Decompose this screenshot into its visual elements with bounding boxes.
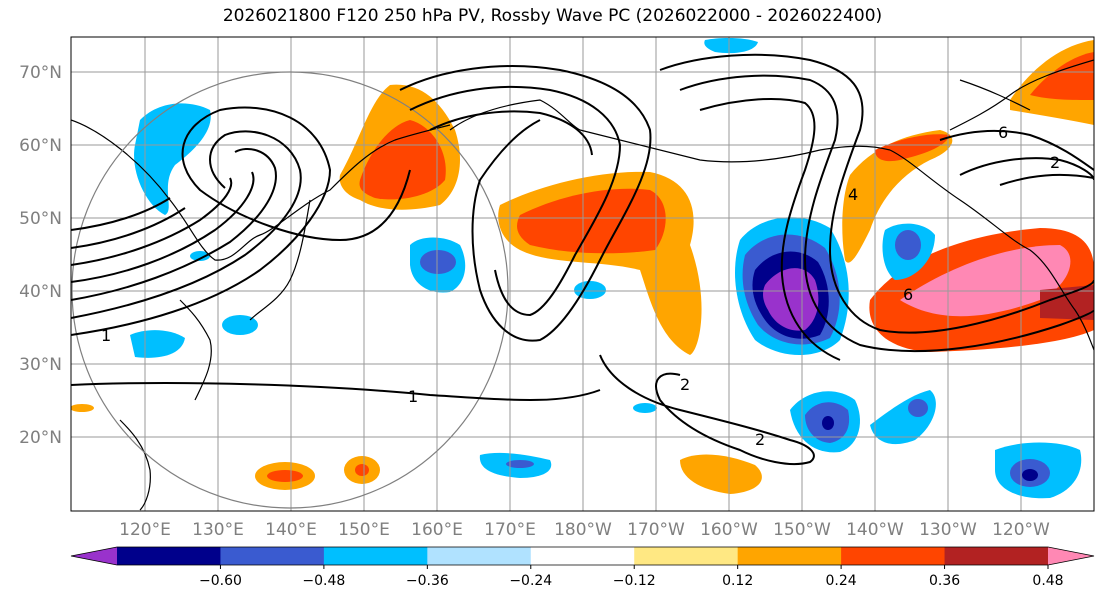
colorbar-segment <box>323 547 428 565</box>
colorbar-tick-label: −0.12 <box>613 573 656 589</box>
colorbar-segment <box>220 547 325 565</box>
colorbar-tick-label: −0.48 <box>302 573 345 589</box>
contour-label: 2 <box>680 375 690 394</box>
colorbar-extend-max <box>1048 547 1094 565</box>
lon-label: 170°W <box>627 520 685 540</box>
lon-label: 150°E <box>338 520 390 540</box>
contour-label: 6 <box>903 285 913 304</box>
contour-label: 4 <box>848 185 858 204</box>
longitude-labels: 120°E 130°E 140°E 150°E 160°E 170°E 180°… <box>119 520 1050 540</box>
gridlines <box>71 37 1094 511</box>
colorbar-segment <box>427 547 532 565</box>
colorbar-segment <box>530 547 635 565</box>
contour-label: 1 <box>101 326 111 345</box>
lat-label: 70°N <box>19 63 62 83</box>
lon-label: 170°E <box>484 520 536 540</box>
lat-label: 60°N <box>19 136 62 156</box>
contour-label: 6 <box>998 123 1008 142</box>
pv-contours <box>71 53 1094 466</box>
contour-label-group: 1 1 2 2 6 6 2 4 <box>101 123 1060 449</box>
lon-label: 130°E <box>192 520 244 540</box>
range-circle <box>71 71 509 509</box>
colorbar-tick-label: 0.12 <box>722 573 753 589</box>
lon-label: 140°E <box>265 520 317 540</box>
contour-label: 1 <box>408 387 418 406</box>
colorbar-tick-label: 0.36 <box>929 573 960 589</box>
colorbar-tick-label: 0.48 <box>1032 573 1063 589</box>
lon-label: 180°W <box>554 520 612 540</box>
lon-label: 130°W <box>919 520 977 540</box>
colorbar-segment <box>634 547 739 565</box>
lat-label: 20°N <box>19 428 62 448</box>
lon-label: 160°W <box>700 520 758 540</box>
colorbar-tick-label: −0.60 <box>199 573 242 589</box>
colorbar-tick-label: −0.36 <box>406 573 449 589</box>
colorbar-outline <box>70 546 1095 566</box>
lon-label: 120°E <box>119 520 171 540</box>
map-frame <box>70 36 1095 512</box>
colorbar-segment <box>737 547 842 565</box>
lon-label: 150°W <box>773 520 831 540</box>
colorbar-segment <box>944 547 1049 565</box>
lat-label: 50°N <box>19 209 62 229</box>
colorbar: −0.60 −0.48 −0.36 −0.24 −0.12 0.12 0.24 0.36 0.4… <box>70 546 1095 589</box>
latitude-labels: 70°N 60°N 50°N 40°N 30°N 20°N <box>19 63 62 448</box>
lat-label: 40°N <box>19 282 62 302</box>
map-title: 2026021800 F120 250 hPa PV, Rossby Wave … <box>222 6 883 26</box>
colorbar-extend-min <box>71 547 117 565</box>
lon-label: 140°W <box>846 520 904 540</box>
contour-label: 2 <box>755 430 765 449</box>
lon-label: 120°W <box>992 520 1050 540</box>
colorbar-tick-label: −0.24 <box>509 573 552 589</box>
contour-label: 2 <box>1050 153 1060 172</box>
colorbar-tick-label: 0.24 <box>826 573 857 589</box>
colorbar-segment <box>117 547 221 565</box>
lon-label: 160°E <box>411 520 463 540</box>
colorbar-segment <box>841 547 946 565</box>
lat-label: 30°N <box>19 355 62 375</box>
